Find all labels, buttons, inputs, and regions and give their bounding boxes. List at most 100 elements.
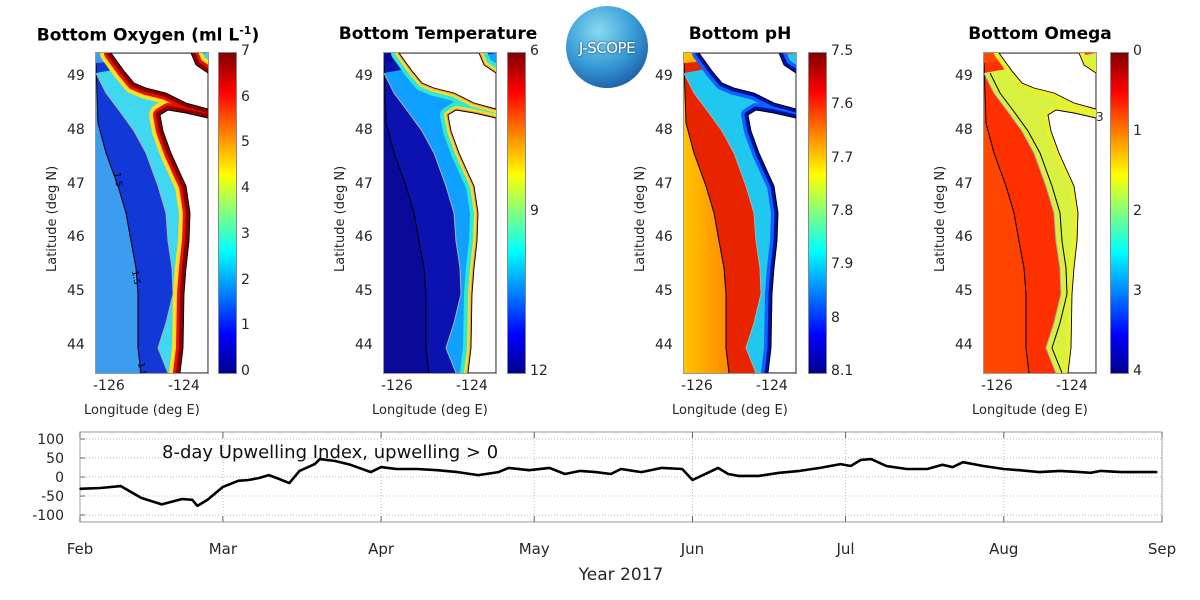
data-point: [416, 468, 418, 470]
data-point: [268, 474, 270, 476]
oxygen-map-image: 1.51.51.5: [95, 42, 219, 384]
x-axis-label: Longitude (deg E): [672, 403, 788, 418]
colorbar-tick-label: 5: [241, 134, 250, 151]
data-point: [778, 472, 781, 474]
data-point: [661, 467, 663, 469]
contour-line: [989, 72, 1068, 374]
data-point: [181, 498, 183, 500]
lon-tick-label: -126: [93, 378, 125, 394]
data-point: [349, 464, 352, 466]
title-text: Bottom Omega: [968, 24, 1112, 44]
land: [398, 52, 497, 110]
y-tick-label: -50: [41, 489, 64, 505]
land: [110, 52, 209, 110]
lat-tick-label: 48: [67, 122, 85, 138]
lat-tick-label: 47: [67, 176, 85, 192]
colorbar-tick-label: 7: [241, 43, 250, 59]
data-point: [951, 466, 954, 468]
lat-tick-label: 47: [655, 176, 673, 192]
colorbar-tick-label: 4: [1133, 363, 1142, 379]
lat-tick-label: 44: [655, 337, 673, 353]
lat-tick-label: 49: [955, 68, 973, 84]
lon-tick-label: -124: [756, 378, 788, 394]
isobath-line: [383, 72, 462, 374]
isobath-line: [983, 72, 1062, 374]
data-point: [456, 471, 459, 473]
data-point: [1089, 472, 1092, 474]
data-point: [609, 473, 612, 475]
data-point: [497, 471, 500, 473]
lon-tick-label: -126: [381, 378, 413, 394]
lat-tick-label: 45: [355, 283, 373, 299]
data-point: [885, 465, 888, 467]
data-point: [594, 471, 597, 473]
lon-tick-label: -124: [168, 378, 200, 394]
x-axis-label: Longitude (deg E): [372, 403, 488, 418]
contour-label: 1.5: [111, 172, 123, 188]
data-point: [370, 471, 372, 473]
data-point: [860, 459, 862, 461]
x-tick-label: Feb: [67, 540, 94, 558]
logo-text: J-SCOPE: [578, 39, 636, 57]
lat-tick-label: 49: [655, 68, 673, 84]
contour-label: 1.5: [129, 270, 141, 286]
lat-tick-label: 48: [955, 122, 973, 138]
data-point: [849, 465, 852, 467]
x-tick-label: May: [519, 540, 550, 558]
data-point: [819, 467, 821, 469]
panel-title: Bottom pH: [689, 24, 792, 44]
data-point: [395, 468, 398, 470]
data-point: [681, 468, 684, 470]
lon-tick-label: -124: [456, 378, 488, 394]
data-point: [319, 458, 321, 460]
colorbar-tick-label: 2: [241, 271, 250, 288]
x-tick-label: Sep: [1148, 540, 1176, 558]
omega-map: [983, 48, 1101, 378]
omega-map-image: [983, 48, 1101, 378]
lat-tick-label: 46: [355, 229, 373, 245]
data-point: [140, 497, 143, 499]
panel-title: Bottom Oxygen (ml L-1): [37, 24, 260, 46]
lat-tick-label: 46: [655, 229, 673, 245]
lat-tick-label: 44: [955, 337, 973, 353]
data-point: [870, 458, 872, 460]
data-point: [222, 486, 224, 488]
lon-tick-label: -124: [1056, 378, 1088, 394]
isobath-line: [95, 72, 174, 374]
lat-tick-label: 48: [655, 122, 673, 138]
data-point: [257, 477, 260, 479]
lat-tick-label: 49: [355, 68, 373, 84]
data-point: [278, 478, 280, 480]
colorbar-tick-label: 6: [530, 43, 539, 59]
colorbar-tick-label: 8: [831, 309, 840, 326]
data-point: [206, 499, 209, 501]
colorbar-tick-label: 3: [1133, 283, 1142, 299]
lon-tick-label: -126: [981, 378, 1013, 394]
panel-title: Bottom Omega: [968, 24, 1112, 44]
data-point: [906, 468, 908, 470]
land: [698, 52, 797, 110]
land: [447, 109, 497, 374]
data-point: [247, 479, 250, 481]
data-point: [298, 470, 301, 472]
colorbar-tick-label: 3: [241, 225, 250, 242]
land: [1047, 109, 1097, 374]
data-point: [160, 503, 163, 506]
data-point: [99, 487, 102, 489]
data-point: [579, 470, 581, 472]
title-text: Bottom Oxygen (ml L: [36, 25, 240, 46]
colorbar-tick-label: 0: [1133, 43, 1142, 59]
colorbar-tick-label: 1: [241, 317, 250, 334]
oxygen-map: 1.5 1.5 1.5: [95, 42, 219, 384]
x-tick-label: Apr: [368, 540, 395, 558]
x-axis-label: Longitude (deg E): [84, 403, 200, 418]
data-point: [477, 474, 479, 476]
lat-tick-label: 45: [955, 283, 973, 299]
chart-annotation: 8-day Upwelling Index, upwelling > 0: [162, 442, 498, 463]
lat-tick-label: 44: [67, 337, 85, 353]
lat-tick-label: 47: [355, 176, 373, 192]
data-point: [1099, 470, 1102, 472]
ph-map: [683, 46, 803, 380]
data-point: [196, 505, 199, 507]
data-point: [737, 475, 740, 477]
